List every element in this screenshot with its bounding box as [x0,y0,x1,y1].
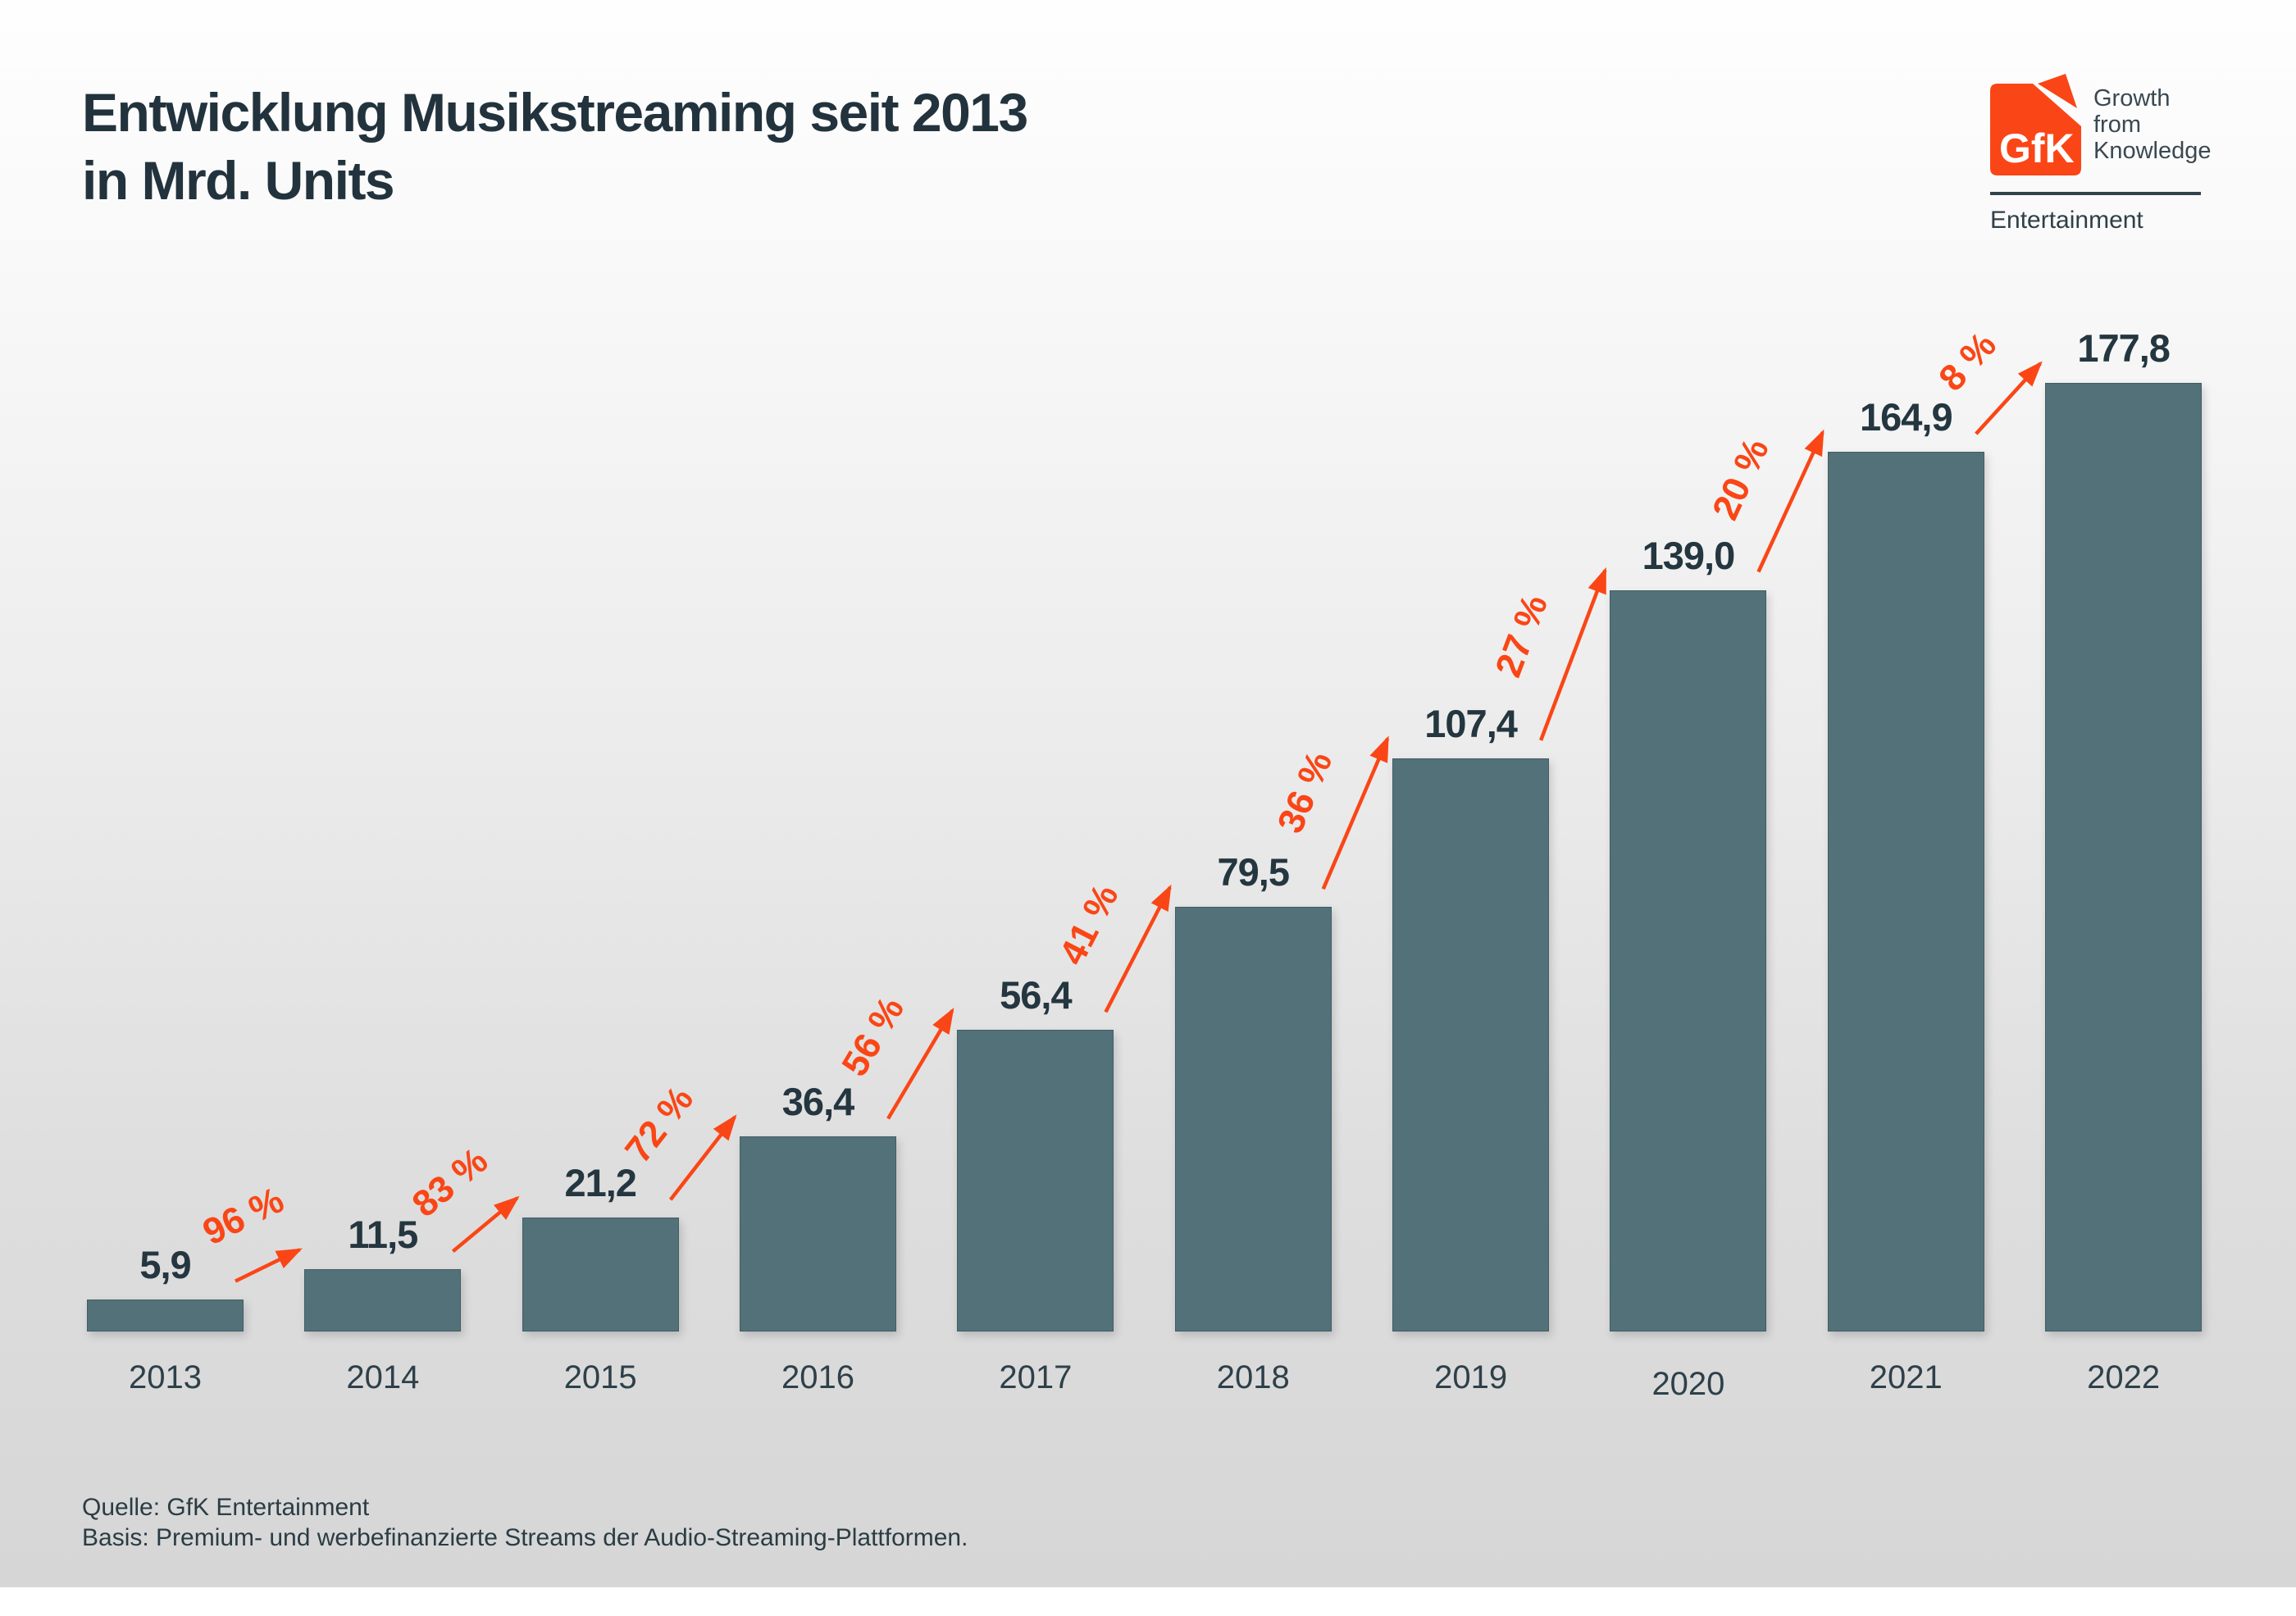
value-label-2019: 107,4 [1424,701,1518,745]
bar-2016 [740,1136,897,1331]
bar-2013 [87,1299,244,1331]
year-label-2016: 2016 [781,1359,855,1395]
value-label-2022: 177,8 [2077,326,2171,371]
year-label-2017: 2017 [999,1359,1073,1395]
year-label-2021: 2021 [1869,1359,1943,1395]
growth-label-2021-2022: 8 % [1930,324,2004,399]
bar-2022 [2045,383,2203,1331]
gfk-logo-flash [2038,74,2077,108]
growth-label-2019-2020: 27 % [1487,589,1556,682]
growth-label-2018-2019: 36 % [1269,745,1340,839]
bar-2021 [1827,452,1984,1331]
gfk-logo-square [1990,84,2081,175]
bar-2017 [957,1030,1114,1331]
bar-2018 [1174,907,1332,1331]
value-label-2015: 21,2 [564,1161,636,1205]
year-label-2014: 2014 [346,1359,420,1395]
value-label-2020: 139,0 [1642,533,1736,577]
logo-tagline-line2: from [2093,112,2141,138]
bar-2020 [1610,589,1767,1331]
value-label-2021: 164,9 [1859,395,1953,439]
gfk-logo-icon: GfK [1990,74,2081,175]
chart-title-line1: Entwicklung Musikstreaming seit 2013 [82,82,1028,143]
logo-tagline-line3: Knowledge [2093,138,2212,164]
year-label-2015: 2015 [563,1359,637,1395]
bar-2015 [522,1218,679,1331]
year-label-2020: 2020 [1651,1366,1725,1402]
bar-2014 [304,1269,462,1331]
basis-line: Basis: Premium- und werbefinanzierte Str… [82,1524,968,1551]
year-label-2019: 2019 [1434,1359,1508,1395]
chart-title-line2: in Mrd. Units [82,150,395,211]
value-label-2017: 56,4 [1000,973,1072,1017]
bar-2019 [1392,758,1550,1331]
logo-division-label: Entertainment [1990,207,2143,234]
value-label-2014: 11,5 [348,1213,418,1257]
logo-tagline: Growth from Knowledge [2093,85,2212,164]
logo-divider [1990,192,2201,195]
year-label-2022: 2022 [2087,1359,2161,1395]
source-line: Quelle: GfK Entertainment [82,1494,370,1521]
source-note: Quelle: GfK Entertainment Basis: Premium… [82,1492,968,1553]
year-label-2013: 2013 [129,1359,202,1395]
year-label-2018: 2018 [1216,1359,1290,1395]
value-label-2013: 5,9 [139,1242,191,1286]
growth-label-2017-2018: 41 % [1050,877,1126,972]
value-label-2016: 36,4 [781,1080,854,1124]
growth-label-2020-2021: 20 % [1704,432,1777,526]
chart-title: Entwicklung Musikstreaming seit 2013 in M… [82,79,1028,215]
growth-label-2016-2017: 56 % [833,990,912,1083]
growth-label-2015-2016: 72 % [617,1078,701,1170]
value-label-2018: 79,5 [1217,850,1290,894]
gfk-logo-wordmark: GfK [1999,125,2075,171]
logo-tagline-line1: Growth [2093,85,2171,112]
